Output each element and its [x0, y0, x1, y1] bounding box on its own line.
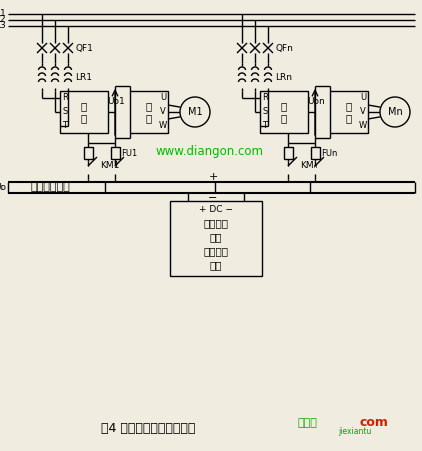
Text: S: S — [62, 107, 68, 116]
Text: +: + — [208, 172, 218, 182]
Text: U: U — [360, 93, 366, 102]
Text: V: V — [360, 107, 366, 116]
Circle shape — [380, 97, 410, 127]
Text: W: W — [359, 121, 367, 130]
Text: S: S — [262, 107, 268, 116]
Text: Uᴅ1: Uᴅ1 — [107, 97, 125, 106]
Bar — [284, 147, 292, 159]
Text: L2: L2 — [0, 15, 6, 24]
Text: L1: L1 — [0, 9, 6, 18]
Text: FU1: FU1 — [121, 148, 137, 157]
Text: 装置: 装置 — [210, 260, 222, 270]
Text: 整
流: 整 流 — [81, 101, 87, 123]
Text: QFn: QFn — [275, 43, 293, 52]
Text: KM1: KM1 — [100, 161, 119, 170]
Bar — [311, 147, 319, 159]
Text: 接线图: 接线图 — [298, 418, 318, 428]
Text: QF1: QF1 — [75, 43, 93, 52]
Text: LR1: LR1 — [75, 74, 92, 83]
Bar — [170, 201, 262, 276]
Circle shape — [180, 97, 210, 127]
Text: L3: L3 — [0, 22, 6, 31]
Text: com: com — [360, 417, 389, 429]
Text: 公共制动: 公共制动 — [203, 218, 228, 228]
Bar — [111, 147, 119, 159]
Text: V: V — [160, 107, 166, 116]
Text: www.diangon.com: www.diangon.com — [156, 144, 264, 157]
Text: R: R — [262, 93, 268, 102]
Text: W: W — [159, 121, 167, 130]
Text: 能量回馈: 能量回馈 — [203, 246, 228, 256]
Text: 逆
变: 逆 变 — [346, 101, 352, 123]
Text: T: T — [262, 121, 268, 130]
Text: T: T — [62, 121, 68, 130]
Bar — [84, 147, 92, 159]
Bar — [260, 91, 308, 133]
Text: M1: M1 — [188, 107, 202, 117]
Text: + DC −: + DC − — [199, 204, 233, 213]
Text: 逆
变: 逆 变 — [146, 101, 152, 123]
Text: FUn: FUn — [321, 148, 337, 157]
Text: R: R — [62, 93, 68, 102]
Bar — [330, 91, 368, 133]
Text: Mn: Mn — [388, 107, 402, 117]
Text: Uᴅn: Uᴅn — [307, 97, 325, 106]
Bar — [130, 91, 168, 133]
Text: −: − — [208, 193, 218, 203]
Text: 整
流: 整 流 — [281, 101, 287, 123]
Text: U: U — [160, 93, 166, 102]
Text: LRn: LRn — [275, 74, 292, 83]
Text: KMₙ: KMₙ — [300, 161, 317, 170]
Text: Uᴅ: Uᴅ — [0, 183, 6, 192]
Bar — [60, 91, 108, 133]
Text: 图4 变频器的公用直流母线: 图4 变频器的公用直流母线 — [101, 422, 195, 434]
Text: jiexiantu: jiexiantu — [338, 428, 371, 437]
Text: 公用直流母线: 公用直流母线 — [30, 183, 70, 193]
Text: 单元: 单元 — [210, 232, 222, 242]
